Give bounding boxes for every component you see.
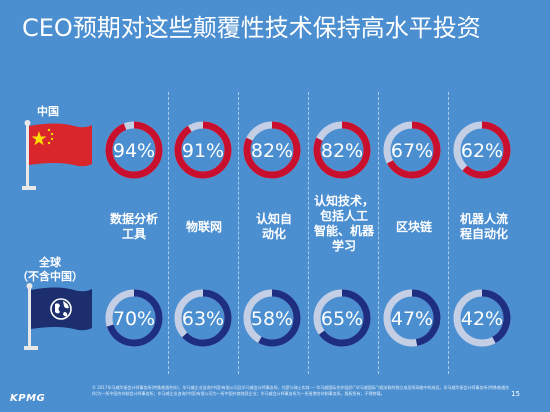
category-label: 数据分析 工具 [109,212,158,241]
category-label: 区块链 [395,220,432,234]
donut-arc [174,121,232,179]
donut-arc [243,121,301,179]
donut-value-label: 65% [321,308,363,330]
footer-disclaimer: © 2017毕马威华振会计师事务所(特殊普通合伙)、毕马威企业咨询(中国)有限公… [92,385,510,396]
column-divider [168,92,169,374]
donut-value-label: 91% [182,140,224,162]
donut-arc [383,289,441,347]
donut-arc [453,289,511,347]
column-divider [378,92,379,374]
donut-value-label: 94% [113,140,155,162]
donut-value-label: 70% [113,308,155,330]
donut-arc [383,121,441,179]
donut-arc [174,289,232,347]
donut-arc [313,289,371,347]
donut-value-label: 67% [391,140,433,162]
column-divider [238,92,239,374]
donut-arc [243,289,301,347]
donut-value-label: 63% [182,308,224,330]
donut-arc [105,289,163,347]
region-label-china: 中国 [37,105,59,118]
page-title: CEO预期对这些颠覆性技术保持高水平投资 [22,14,481,42]
kpmg-logo: KPMG [10,393,46,404]
donut-value-label: 58% [251,308,293,330]
page-number: 15 [511,390,520,398]
category-label: 认知技术， 包括人工 智能、机器 学习 [313,194,374,253]
donut-arc [453,121,511,179]
donut-value-label: 47% [391,308,433,330]
category-label: 物联网 [185,220,222,234]
region-label-global: 全球 （不含中国） [17,256,83,283]
donut-arc [313,121,371,179]
donut-value-label: 82% [251,140,293,162]
category-label: 认知自 动化 [255,212,292,241]
column-divider [448,92,449,374]
donut-value-label: 42% [461,308,503,330]
donut-value-label: 62% [461,140,503,162]
globe-flag-icon [24,282,96,354]
donut-arc [105,121,163,179]
china-flag-icon [22,118,96,194]
column-divider [308,92,309,374]
category-label: 机器人流 程自动化 [459,212,508,241]
donut-value-label: 82% [321,140,363,162]
